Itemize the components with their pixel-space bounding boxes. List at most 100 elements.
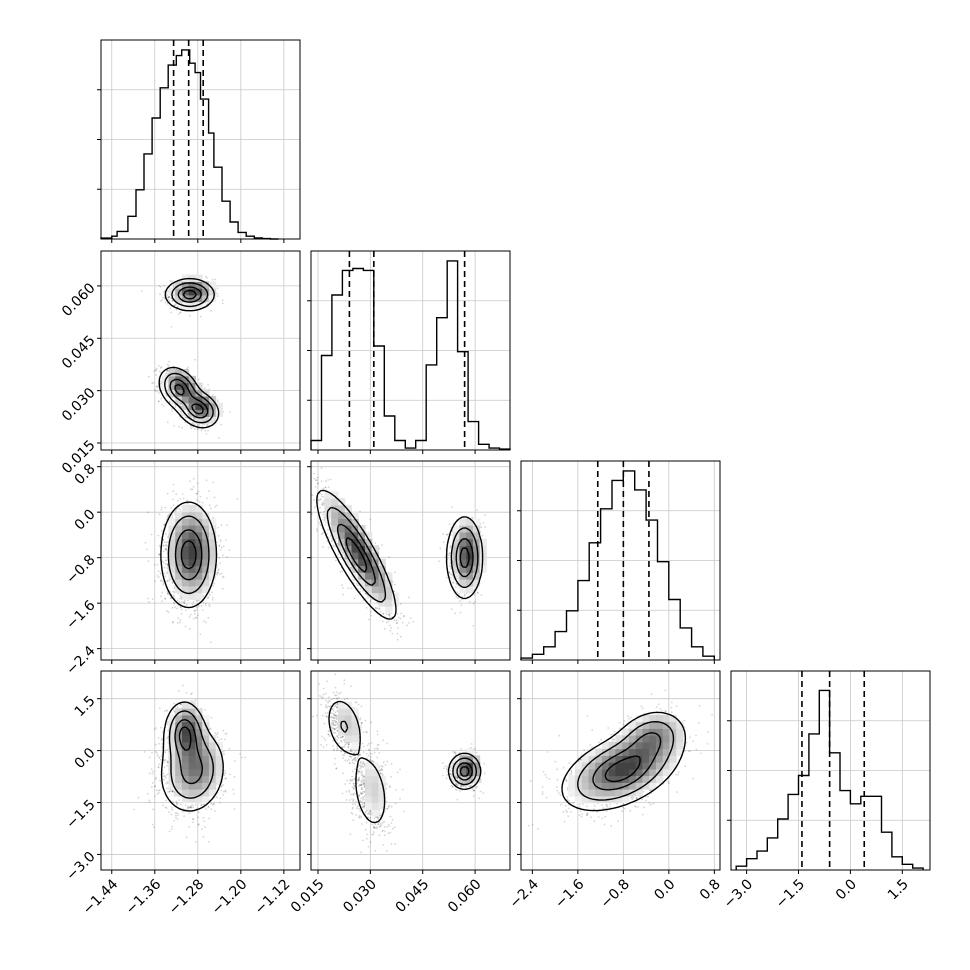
scatter-point — [155, 744, 157, 746]
scatter-point — [217, 295, 219, 297]
scatter-point — [178, 690, 180, 692]
scatter-point — [204, 387, 206, 389]
scatter-point — [153, 826, 155, 828]
scatter-point — [152, 808, 154, 810]
scatter-point — [180, 411, 182, 413]
scatter-point — [226, 524, 228, 526]
scatter-point — [196, 607, 198, 609]
scatter-point — [234, 776, 236, 778]
scatter-point — [180, 595, 182, 597]
scatter-point — [166, 788, 168, 790]
scatter-point — [356, 583, 358, 585]
scatter-point — [211, 591, 213, 593]
scatter-point — [222, 794, 224, 796]
scatter-point — [151, 773, 153, 775]
scatter-point — [159, 513, 161, 515]
scatter-point — [229, 774, 231, 776]
scatter-point — [161, 530, 163, 532]
scatter-point — [179, 622, 181, 624]
scatter-point — [166, 294, 168, 296]
density-cell — [189, 776, 196, 783]
scatter-point — [158, 792, 160, 794]
scatter-point — [167, 421, 169, 423]
scatter-point — [173, 425, 175, 427]
scatter-point — [186, 836, 188, 838]
scatter-point — [168, 300, 170, 302]
scatter-point — [151, 786, 153, 788]
scatter-point — [222, 730, 224, 732]
density-cell — [182, 769, 189, 776]
scatter-point — [217, 736, 219, 738]
scatter-point — [193, 601, 195, 603]
scatter-point — [165, 598, 167, 600]
scatter-point — [172, 801, 174, 803]
scatter-point — [223, 546, 225, 548]
scatter-point — [162, 581, 164, 583]
scatter-point — [167, 762, 169, 764]
scatter-point — [165, 759, 167, 761]
scatter-point — [224, 790, 226, 792]
scatter-point — [205, 604, 207, 606]
scatter-point — [171, 280, 173, 282]
scatter-point — [165, 806, 167, 808]
density-cell — [182, 755, 189, 762]
scatter-point — [174, 406, 176, 408]
density-cell — [182, 789, 189, 796]
scatter-point — [174, 795, 176, 797]
scatter-point — [149, 802, 151, 804]
scatter-point — [218, 545, 220, 547]
scatter-point — [166, 610, 168, 612]
scatter-point — [218, 437, 220, 439]
scatter-point — [205, 808, 207, 810]
scatter-point — [157, 564, 159, 566]
scatter-point — [158, 576, 160, 578]
density-cell — [195, 593, 202, 600]
scatter-point — [200, 633, 202, 635]
scatter-point — [221, 547, 223, 549]
density-cell — [175, 525, 182, 532]
scatter-point — [198, 605, 200, 607]
scatter-point — [170, 507, 172, 509]
scatter-point — [210, 310, 212, 312]
scatter-point — [181, 427, 183, 429]
scatter-point — [209, 594, 211, 596]
scatter-point — [194, 428, 196, 430]
density-cell — [195, 512, 202, 519]
scatter-point — [239, 753, 241, 755]
scatter-point — [179, 312, 181, 314]
scatter-point — [157, 755, 159, 757]
scatter-point — [190, 614, 192, 616]
scatter-point — [192, 806, 194, 808]
scatter-point — [172, 621, 174, 623]
scatter-point — [154, 785, 156, 787]
scatter-point — [158, 766, 160, 768]
scatter-point — [167, 593, 169, 595]
scatter-point — [138, 797, 140, 799]
scatter-point — [183, 498, 185, 500]
density-cell — [169, 545, 176, 552]
scatter-point — [204, 423, 206, 425]
scatter-point — [155, 777, 157, 779]
scatter-point — [159, 708, 161, 710]
scatter-point — [189, 616, 191, 618]
scatter-point — [160, 286, 162, 288]
scatter-point — [225, 772, 227, 774]
scatter-point — [233, 793, 235, 795]
scatter-point — [322, 546, 324, 548]
scatter-point — [207, 617, 209, 619]
scatter-point — [176, 803, 178, 805]
scatter-point — [213, 583, 215, 585]
scatter-point — [163, 285, 165, 287]
scatter-point — [166, 372, 168, 374]
scatter-point — [327, 529, 329, 531]
scatter-point — [183, 601, 185, 603]
scatter-point — [171, 828, 173, 830]
scatter-point — [189, 628, 191, 630]
scatter-point — [165, 544, 167, 546]
scatter-point — [189, 480, 191, 482]
scatter-point — [198, 379, 200, 381]
scatter-point — [322, 514, 324, 516]
scatter-point — [158, 763, 160, 765]
scatter-point — [206, 479, 208, 481]
scatter-point — [335, 559, 337, 561]
